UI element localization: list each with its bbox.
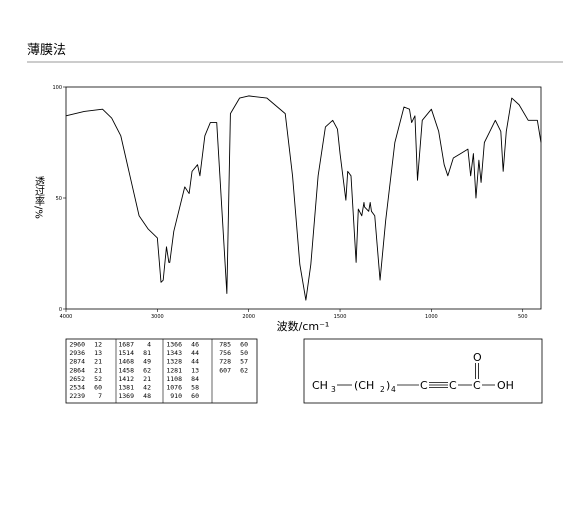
peak-transmittance: 62 (143, 366, 151, 374)
peak-transmittance: 52 (94, 375, 102, 383)
atom: O (473, 351, 482, 364)
peak-wavenumber: 1381 (118, 384, 134, 392)
peak-wavenumber: 1328 (166, 358, 182, 366)
peak-transmittance: 60 (191, 392, 199, 400)
peak-wavenumber: 2936 (69, 349, 85, 357)
peak-wavenumber: 728 (219, 358, 231, 366)
peak-wavenumber: 2239 (69, 392, 85, 400)
atom: (CH (354, 379, 374, 392)
structure-frame (303, 338, 543, 404)
bracket: ) (386, 379, 390, 392)
peak-transmittance: 7 (98, 392, 102, 400)
peak-wavenumber: 1076 (166, 384, 182, 392)
peak-transmittance: 60 (94, 384, 102, 392)
peak-wavenumber: 910 (170, 392, 182, 400)
peak-wavenumber: 1343 (166, 349, 182, 357)
atom: OH (497, 379, 514, 392)
atom: CH (312, 379, 328, 392)
y-tick-label: 0 (59, 307, 62, 313)
peak-transmittance: 4 (147, 341, 151, 349)
peak-wavenumber: 2652 (69, 375, 85, 383)
x-tick-label: 1000 (425, 314, 438, 320)
plot-frame (65, 86, 542, 310)
peak-transmittance: 50 (240, 349, 248, 357)
peak-transmittance: 42 (143, 384, 151, 392)
y-axis-label: 透过率/% (33, 176, 45, 219)
peak-wavenumber: 756 (219, 349, 231, 357)
peak-transmittance: 58 (191, 384, 199, 392)
x-axis-label: 波数/cm⁻¹ (277, 320, 330, 333)
peak-transmittance: 81 (143, 349, 151, 357)
y-tick-label: 50 (56, 196, 62, 202)
peak-wavenumber: 1514 (118, 349, 134, 357)
peak-transmittance: 44 (191, 358, 199, 366)
chart-title: 薄膜法 (27, 43, 66, 58)
peak-transmittance: 49 (143, 358, 151, 366)
peak-wavenumber: 1108 (166, 375, 182, 383)
peak-transmittance: 21 (94, 366, 102, 374)
peak-table-frame (65, 338, 258, 404)
peak-transmittance: 21 (143, 375, 151, 383)
x-tick-label: 1500 (334, 314, 347, 320)
peak-wavenumber: 1366 (166, 341, 182, 349)
peak-wavenumber: 1412 (118, 375, 134, 383)
peak-transmittance: 60 (240, 341, 248, 349)
peak-wavenumber: 2874 (69, 358, 85, 366)
peak-wavenumber: 2864 (69, 366, 85, 374)
atom: C (449, 379, 457, 392)
peak-transmittance: 13 (94, 349, 102, 357)
peak-wavenumber: 1687 (118, 341, 134, 349)
x-tick-label: 3000 (151, 314, 164, 320)
spectrum-line (65, 95, 542, 301)
peak-transmittance: 62 (240, 366, 248, 374)
peak-transmittance: 57 (240, 358, 248, 366)
peak-wavenumber: 2534 (69, 384, 85, 392)
peak-wavenumber: 1281 (166, 366, 182, 374)
peak-wavenumber: 1458 (118, 366, 134, 374)
subscript: 2 (380, 385, 385, 394)
peak-transmittance: 44 (191, 349, 199, 357)
peak-transmittance: 48 (143, 392, 151, 400)
subscript: 4 (391, 385, 396, 394)
x-tick-label: 4000 (60, 314, 73, 320)
atom: C (420, 379, 428, 392)
peak-wavenumber: 785 (219, 341, 231, 349)
subscript: 3 (331, 385, 336, 394)
x-tick-label: 2000 (242, 314, 255, 320)
structure: CH 3 (CH 2 ) 4 C C C O OH (312, 351, 514, 394)
x-tick-label: 500 (518, 314, 528, 320)
peak-transmittance: 12 (94, 341, 102, 349)
peak-transmittance: 21 (94, 358, 102, 366)
peak-transmittance: 46 (191, 341, 199, 349)
peak-wavenumber: 607 (219, 366, 231, 374)
peak-wavenumber: 1369 (118, 392, 134, 400)
peak-transmittance: 13 (191, 366, 199, 374)
peak-wavenumber: 1468 (118, 358, 134, 366)
peak-transmittance: 84 (191, 375, 199, 383)
peak-wavenumber: 2960 (69, 341, 85, 349)
atom: C (473, 379, 481, 392)
y-tick-label: 100 (52, 85, 62, 91)
